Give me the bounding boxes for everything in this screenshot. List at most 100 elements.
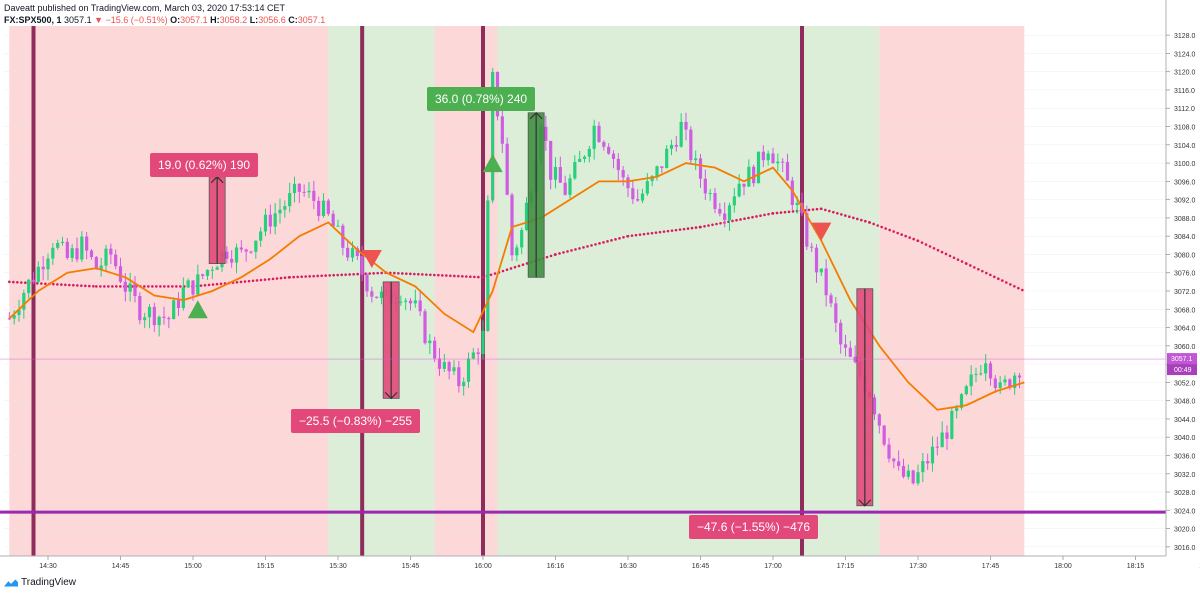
candle-body [906, 470, 910, 477]
logo-text: TradingView [21, 577, 77, 588]
sma-dot [549, 254, 553, 258]
candle-body [582, 156, 587, 159]
sma-dot [884, 227, 887, 230]
candle [872, 394, 877, 420]
candle [283, 200, 287, 218]
sell-signal-3 [811, 222, 832, 241]
sma-dot [397, 271, 400, 275]
candle-body [41, 266, 45, 270]
candle [834, 296, 838, 333]
candle [563, 175, 567, 196]
sma-dot [844, 214, 847, 217]
candle [114, 249, 118, 270]
candle-body [31, 279, 36, 282]
sma-dot [147, 285, 150, 288]
candle [993, 374, 997, 393]
x-tick-label-0: 14:30 [39, 563, 57, 570]
candle [930, 436, 935, 472]
candle-body [969, 374, 973, 387]
sma-dot [115, 285, 118, 288]
candle-body [655, 166, 659, 177]
candle-body [75, 248, 79, 260]
sma-dot [457, 274, 460, 278]
candle-body [834, 303, 838, 323]
candle [239, 240, 243, 253]
candle-body [607, 146, 611, 154]
candle [326, 198, 330, 217]
sma-dot [501, 269, 505, 273]
sma-dot [413, 272, 416, 276]
candle-body [181, 287, 185, 309]
candle-body [157, 316, 161, 326]
axes: 3016.0 3020.0 3024.0 3028.0 3032.0 3036.0 3040… [0, 0, 1200, 570]
candle-body [708, 192, 712, 194]
chart-header: Daveatt published on TradingView.com, Ma… [4, 2, 325, 26]
candle-body [56, 242, 60, 248]
candle [553, 157, 558, 189]
trade-arrow-head-1 [384, 391, 398, 400]
ema-line [8, 162, 1025, 411]
sma-dot [993, 275, 996, 279]
candle [399, 295, 403, 306]
candle [331, 210, 335, 227]
sma-dot [171, 285, 174, 288]
candle [259, 227, 263, 247]
candle-body [568, 178, 572, 195]
candle [969, 365, 973, 396]
tradingview-logo[interactable]: TradingView [4, 577, 76, 588]
candle [752, 164, 756, 187]
sma-dot [715, 222, 718, 226]
candle [292, 176, 297, 203]
candle-body [336, 225, 340, 227]
candle [945, 425, 949, 450]
candlestick-series [7, 68, 1022, 486]
sma-dot [1013, 284, 1016, 288]
candle [104, 244, 108, 271]
sma-dot [64, 283, 67, 287]
sma-dot [308, 275, 311, 278]
sma-dot [521, 263, 525, 266]
candle-body [723, 213, 727, 221]
candle-body [249, 251, 253, 253]
sma-dot [747, 216, 750, 220]
candle [418, 291, 422, 316]
candle [428, 333, 432, 355]
candle [742, 183, 746, 196]
candle [486, 195, 490, 332]
sma-dot [940, 250, 944, 254]
candle-body [882, 425, 886, 445]
candle [336, 219, 340, 227]
sma-dot [678, 228, 682, 231]
candle-body [945, 432, 949, 439]
sma-dot [928, 245, 932, 248]
candle-body [916, 472, 920, 484]
y-tick-label-5: 3036.0 [1174, 453, 1196, 460]
y-tick-label-3: 3028.0 [1174, 490, 1196, 497]
sma-dot [912, 237, 915, 241]
sma-dot [493, 272, 497, 275]
candle-body [491, 71, 495, 201]
tradingview-logo-icon [4, 579, 18, 586]
sma-dot [562, 251, 565, 254]
sma-dot [590, 244, 593, 247]
candle [756, 151, 761, 184]
candle-body [669, 144, 674, 149]
sma-dot [779, 211, 783, 214]
candle-body [524, 202, 529, 231]
sma-dot [52, 282, 55, 286]
candle [404, 297, 408, 311]
sma-dot [99, 285, 102, 288]
ema-series [8, 162, 1025, 411]
x-tick-label-9: 16:45 [692, 563, 710, 570]
sma-dot [328, 274, 331, 277]
y-tick-label-26: 3120.0 [1174, 70, 1196, 77]
candle-body [785, 161, 790, 181]
candle [447, 360, 451, 380]
sma-dot [88, 284, 91, 288]
sma-dot [977, 267, 980, 271]
sma-dot [235, 280, 239, 284]
sma-dot [578, 247, 581, 250]
candle-body [959, 394, 964, 408]
candle [737, 174, 741, 198]
